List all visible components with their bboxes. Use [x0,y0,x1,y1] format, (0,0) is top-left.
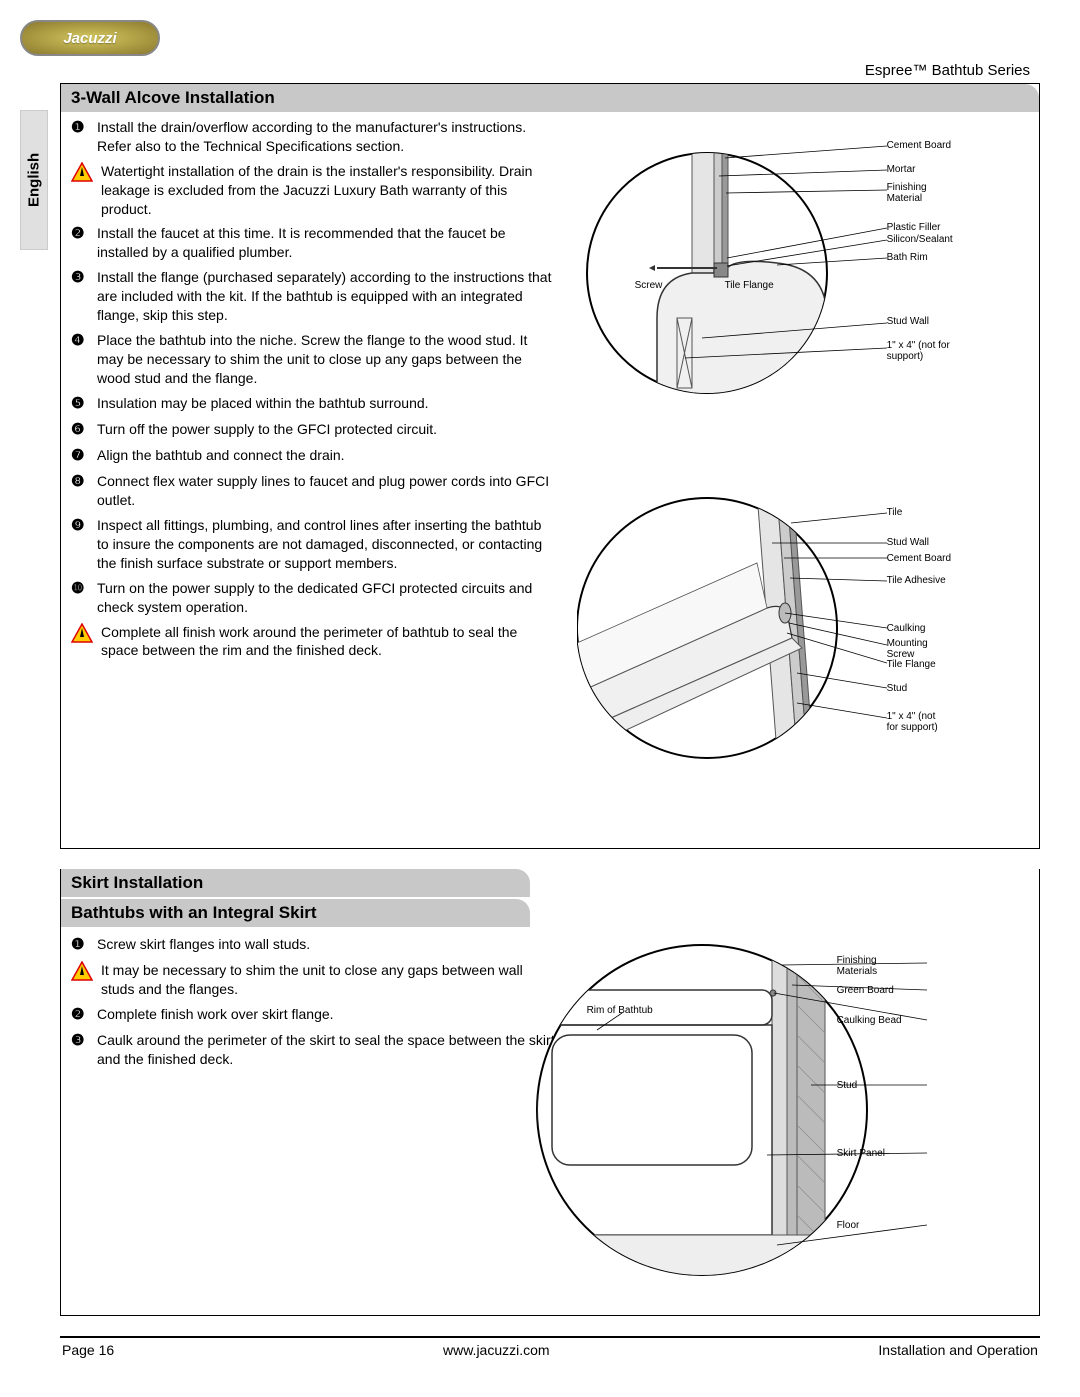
num-10: ❿ [71,579,89,599]
section-alcove: 3-Wall Alcove Installation ❶ Install the … [60,84,1040,849]
num-1: ❶ [71,935,89,955]
step-text: Watertight installation of the drain is … [101,162,557,219]
step-text: Connect flex water supply lines to fauce… [97,472,557,510]
page-footer: Page 16 www.jacuzzi.com Installation and… [60,1336,1040,1358]
s2-warning-1: It may be necessary to shim the unit to … [71,961,557,999]
diagram-1: Screw Tile Flange Cement Board Mortar Fi… [577,118,887,433]
step-text: Place the bathtub into the niche. Screw … [97,331,557,388]
d2-1x4: 1" x 4" (not for support) [887,711,947,733]
d1-screw: Screw [635,280,663,291]
d2-mounting-screw: Mounting Screw [887,638,947,660]
step-text: Install the drain/overflow according to … [97,118,557,156]
step-9: ❾ Inspect all fittings, plumbing, and con… [71,516,557,573]
d1-cement-board: Cement Board [887,140,951,151]
step-10: ❿ Turn on the power supply to the dedicat… [71,579,557,617]
step-7: ❼ Align the bathtub and connect the drain… [71,446,557,466]
d2-caulking: Caulking [887,623,926,634]
d1-bath-rim: Bath Rim [887,252,928,263]
num-8: ❽ [71,472,89,492]
footer-title: Installation and Operation [878,1342,1038,1358]
warning-2: Complete all finish work around the peri… [71,623,557,661]
step-text: Insulation may be placed within the bath… [97,394,429,413]
step-2: ❷ Install the faucet at this time. It is … [71,224,557,262]
warning-1: Watertight installation of the drain is … [71,162,557,219]
step-text: It may be necessary to shim the unit to … [101,961,557,999]
num-9: ❾ [71,516,89,536]
diagrams-column-1: Screw Tile Flange Cement Board Mortar Fi… [567,118,1029,818]
d2-tile-adhesive: Tile Adhesive [887,575,946,586]
step-text: Inspect all fittings, plumbing, and cont… [97,516,557,573]
footer-page: Page 16 [62,1342,114,1358]
step-1: ❶ Install the drain/overflow according to… [71,118,557,156]
step-text: Install the flange (purchased separately… [97,268,557,325]
warning-icon [71,162,93,182]
section1-title: 3-Wall Alcove Installation [61,84,1039,112]
d1-tile-flange: Tile Flange [725,280,774,291]
num-6: ❻ [71,420,89,440]
num-5: ❺ [71,394,89,414]
step-4: ❹ Place the bathtub into the niche. Screw… [71,331,557,388]
step-text: Complete all finish work around the peri… [101,623,557,661]
language-tab: English [20,110,48,250]
d2-cement-board: Cement Board [887,553,951,564]
warning-icon [71,623,93,643]
num-2: ❷ [71,224,89,244]
step-text: Install the faucet at this time. It is r… [97,224,557,262]
step-6: ❻ Turn off the power supply to the GFCI p… [71,420,557,440]
num-2: ❷ [71,1005,89,1025]
diagram-3-col: Rim of Bathtub Finishing Materials Green… [567,935,1029,1285]
steps-column-2: ❶ Screw skirt flanges into wall studs. It… [71,935,557,1285]
s2-step-1: ❶ Screw skirt flanges into wall studs. [71,935,557,955]
s2-step-2: ❷ Complete finish work over skirt flange. [71,1005,557,1025]
num-4: ❹ [71,331,89,351]
d2-stud-wall: Stud Wall [887,537,929,548]
d1-silicon: Silicon/Sealant [887,234,953,245]
d2-tile: Tile [887,507,903,518]
d1-mortar: Mortar [887,164,916,175]
diagram-3: Rim of Bathtub Finishing Materials Green… [527,935,937,1285]
d1-1x4: 1" x 4" (not for support) [887,340,977,362]
steps-column-1: ❶ Install the drain/overflow according to… [71,118,557,818]
num-3: ❸ [71,1031,89,1051]
brand-logo: Jacuzzi [20,20,160,56]
warning-icon [71,961,93,981]
d1-stud-wall: Stud Wall [887,316,929,327]
step-3: ❸ Install the flange (purchased separatel… [71,268,557,325]
step-text: Align the bathtub and connect the drain. [97,446,345,465]
num-7: ❼ [71,446,89,466]
step-5: ❺ Insulation may be placed within the bat… [71,394,557,414]
series-title: Espree™ Bathtub Series [20,62,1040,79]
d3-rim: Rim of Bathtub [587,1005,653,1016]
diagram-2: Tile Stud Wall Cement Board Tile Adhesiv… [577,473,887,788]
step-text: Screw skirt flanges into wall studs. [97,935,310,954]
step-8: ❽ Connect flex water supply lines to fauc… [71,472,557,510]
footer-url: www.jacuzzi.com [443,1342,550,1358]
step-text: Caulk around the perimeter of the skirt … [97,1031,557,1069]
num-3: ❸ [71,268,89,288]
num-1: ❶ [71,118,89,138]
d1-finishing: Finishing Material [887,182,957,204]
d2-tile-flange: Tile Flange [887,659,936,670]
s2-step-3: ❸ Caulk around the perimeter of the skirt… [71,1031,557,1069]
section2-title: Skirt Installation [61,869,530,897]
step-text: Complete finish work over skirt flange. [97,1005,334,1024]
d2-stud: Stud [887,683,908,694]
step-text: Turn off the power supply to the GFCI pr… [97,420,437,439]
d1-plastic-filler: Plastic Filler [887,222,941,233]
section2-subtitle: Bathtubs with an Integral Skirt [61,899,530,927]
step-text: Turn on the power supply to the dedicate… [97,579,557,617]
section-skirt: Skirt Installation Bathtubs with an Inte… [60,869,1040,1316]
